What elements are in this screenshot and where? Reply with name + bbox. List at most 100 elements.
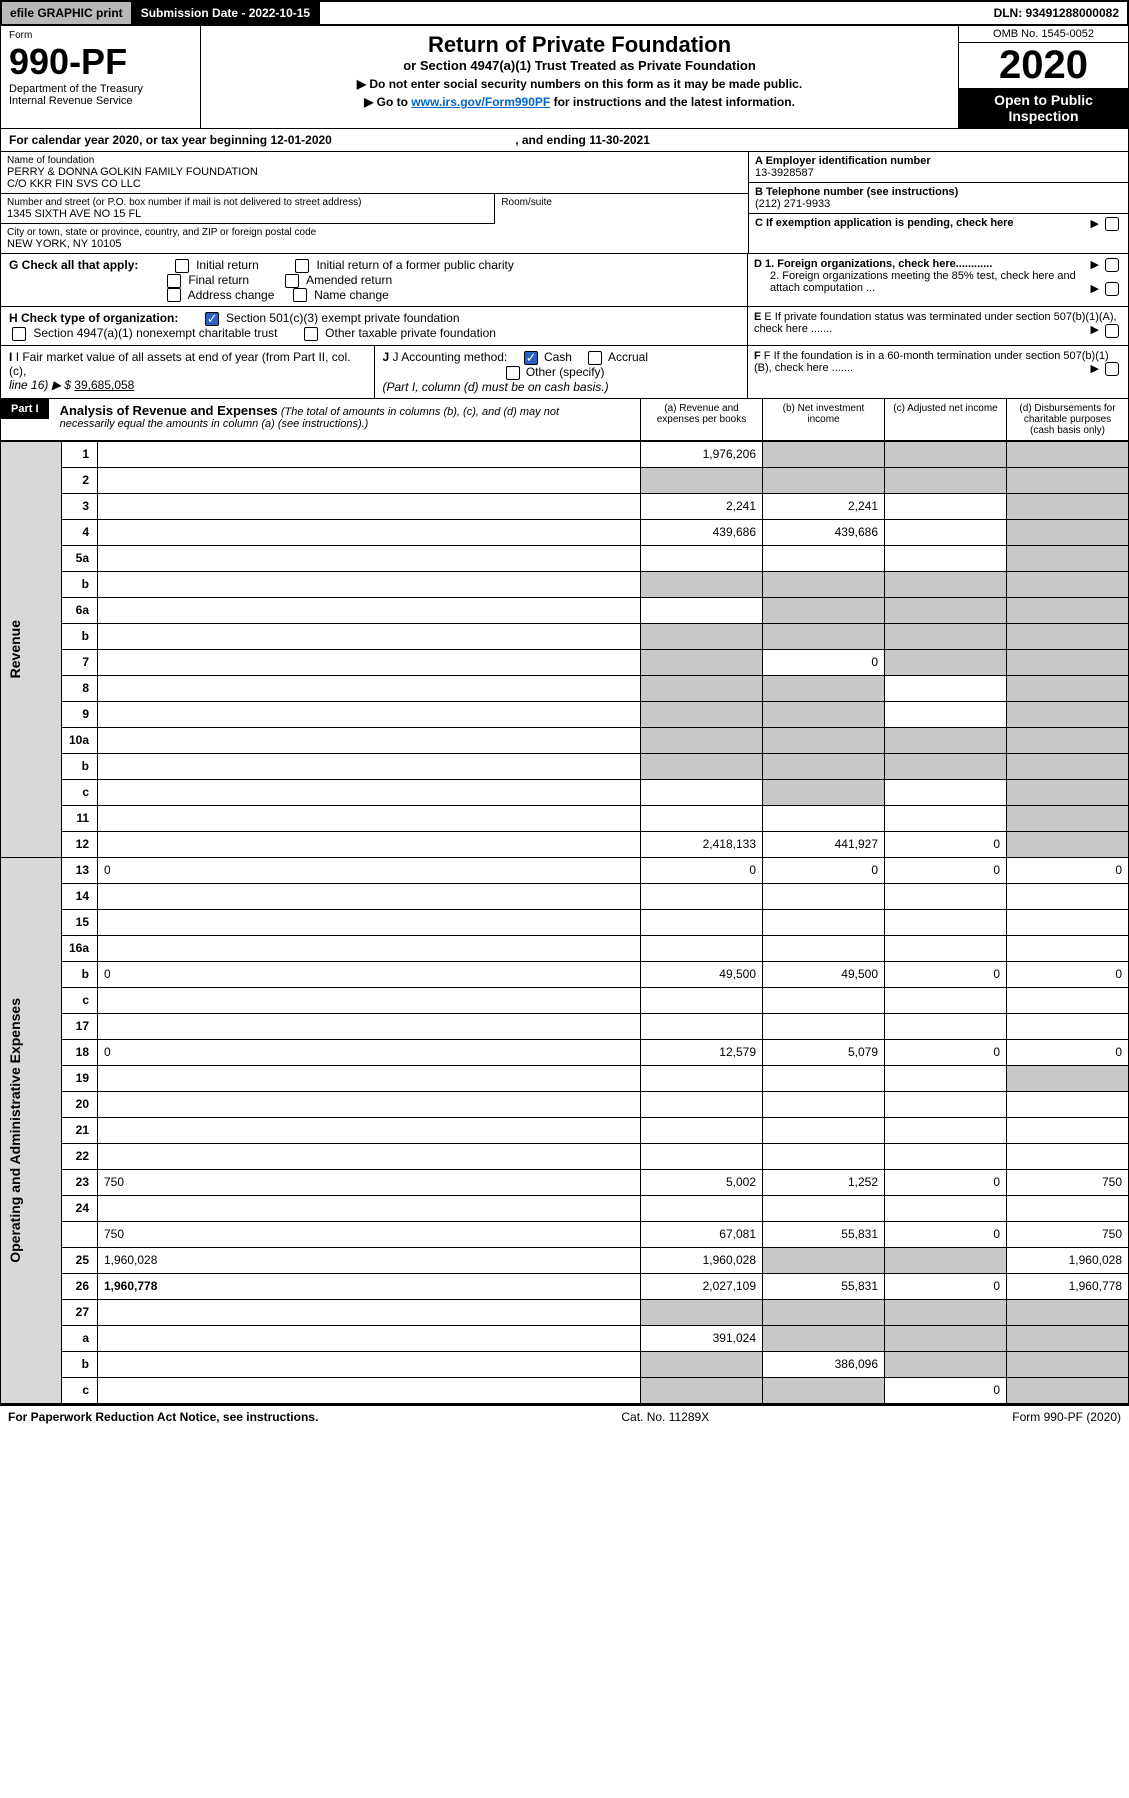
- table-row: 251,960,0281,960,0281,960,028: [1, 1247, 1129, 1273]
- part1-title: Analysis of Revenue and Expenses: [60, 403, 278, 418]
- g-check-amended[interactable]: [285, 274, 299, 288]
- cell-col-b: [763, 987, 885, 1013]
- h-opt-2: Other taxable private foundation: [325, 326, 496, 340]
- part1-header-row: Part I Analysis of Revenue and Expenses …: [0, 399, 1129, 441]
- efile-label[interactable]: efile GRAPHIC print: [2, 2, 133, 24]
- form-link[interactable]: www.irs.gov/Form990PF: [411, 95, 550, 109]
- c-cell: C If exemption application is pending, c…: [749, 214, 1128, 232]
- irs-label: Internal Revenue Service: [9, 95, 192, 107]
- cell-col-b: [763, 441, 885, 467]
- row-number: 22: [62, 1143, 98, 1169]
- j-other: Other (specify): [526, 365, 605, 379]
- cell-col-b: [763, 805, 885, 831]
- row-desc: [98, 571, 641, 597]
- cell-col-b: [763, 779, 885, 805]
- cell-col-a: [641, 987, 763, 1013]
- h-check-501c3[interactable]: [205, 312, 219, 326]
- cell-col-d: [1007, 571, 1129, 597]
- h-check-other[interactable]: [304, 327, 318, 341]
- g-opt-0: Initial return: [196, 258, 259, 272]
- row-number: 10a: [62, 727, 98, 753]
- table-row: 9: [1, 701, 1129, 727]
- cell-col-c: [885, 1299, 1007, 1325]
- row-desc: [98, 675, 641, 701]
- table-row: c0: [1, 1377, 1129, 1403]
- table-row: 17: [1, 1013, 1129, 1039]
- h-opt-1: Section 4947(a)(1) nonexempt charitable …: [33, 326, 277, 340]
- cell-col-a: [641, 467, 763, 493]
- d-section: D 1. Foreign organizations, check here..…: [748, 254, 1128, 306]
- cell-col-a: 2,027,109: [641, 1273, 763, 1299]
- j-check-cash[interactable]: [524, 351, 538, 365]
- h-row: H Check type of organization: Section 50…: [0, 307, 1129, 346]
- dln: DLN: 93491288000082: [986, 2, 1127, 24]
- cell-col-d: [1007, 519, 1129, 545]
- c-checkbox[interactable]: [1105, 217, 1119, 231]
- cal-year-pre: For calendar year 2020, or tax year begi…: [9, 133, 270, 147]
- d2-checkbox[interactable]: [1105, 282, 1119, 296]
- footer-left: For Paperwork Reduction Act Notice, see …: [8, 1410, 318, 1424]
- j-check-other[interactable]: [506, 366, 520, 380]
- cell-col-a: 1,960,028: [641, 1247, 763, 1273]
- row-number: 19: [62, 1065, 98, 1091]
- row-desc: [98, 441, 641, 467]
- row-number: 2: [62, 467, 98, 493]
- cell-col-b: 0: [763, 649, 885, 675]
- cell-col-d: [1007, 493, 1129, 519]
- g-check-name[interactable]: [293, 288, 307, 302]
- h-check-4947[interactable]: [12, 327, 26, 341]
- row-number: 3: [62, 493, 98, 519]
- ein-value: 13-3928587: [755, 167, 1122, 179]
- cell-col-a: 49,500: [641, 961, 763, 987]
- fmv-value: 39,685,058: [74, 378, 134, 392]
- table-row: 20: [1, 1091, 1129, 1117]
- table-row: b386,096: [1, 1351, 1129, 1377]
- cell-col-c: [885, 1117, 1007, 1143]
- cell-col-d: 750: [1007, 1169, 1129, 1195]
- cell-col-b: 386,096: [763, 1351, 885, 1377]
- row-desc: [98, 805, 641, 831]
- row-desc: [98, 753, 641, 779]
- cell-col-b: [763, 1143, 885, 1169]
- row-number: 7: [62, 649, 98, 675]
- cell-col-c: [885, 909, 1007, 935]
- cell-col-a: [641, 1065, 763, 1091]
- footer-right: Form 990-PF (2020): [1012, 1410, 1121, 1424]
- cell-col-b: [763, 1377, 885, 1403]
- table-row: 16a: [1, 935, 1129, 961]
- cell-col-d: 1,960,778: [1007, 1273, 1129, 1299]
- cell-col-c: [885, 805, 1007, 831]
- d1-checkbox[interactable]: [1105, 258, 1119, 272]
- cell-col-b: [763, 1117, 885, 1143]
- form-header: Form 990-PF Department of the Treasury I…: [0, 26, 1129, 129]
- e-checkbox[interactable]: [1105, 324, 1119, 338]
- title-box: Return of Private Foundation or Section …: [201, 26, 958, 128]
- cell-col-d: [1007, 1351, 1129, 1377]
- f-checkbox[interactable]: [1105, 362, 1119, 376]
- j-check-accrual[interactable]: [588, 351, 602, 365]
- f-label: F If the foundation is in a 60-month ter…: [754, 350, 1109, 374]
- tax-year: 2020: [959, 43, 1128, 88]
- g-check-initial[interactable]: [175, 259, 189, 273]
- footer-mid: Cat. No. 11289X: [621, 1410, 709, 1424]
- info-right: A Employer identification number 13-3928…: [748, 152, 1128, 253]
- row-number: b: [62, 753, 98, 779]
- part1-label: Part I: [1, 399, 49, 419]
- table-row: 15: [1, 909, 1129, 935]
- row-desc: [98, 1299, 641, 1325]
- cell-col-a: 2,241: [641, 493, 763, 519]
- g-check-address[interactable]: [167, 288, 181, 302]
- table-row: 2: [1, 467, 1129, 493]
- col-a-head: (a) Revenue and expenses per books: [640, 399, 762, 440]
- row-desc: [98, 649, 641, 675]
- cell-col-c: [885, 1195, 1007, 1221]
- cell-col-c: [885, 571, 1007, 597]
- g-check-former[interactable]: [295, 259, 309, 273]
- row-number: 17: [62, 1013, 98, 1039]
- cell-col-b: [763, 1325, 885, 1351]
- g-check-final[interactable]: [167, 274, 181, 288]
- form-label: Form: [9, 30, 192, 41]
- cell-col-a: [641, 805, 763, 831]
- g-section: G Check all that apply: Initial return I…: [1, 254, 747, 306]
- cell-col-d: [1007, 675, 1129, 701]
